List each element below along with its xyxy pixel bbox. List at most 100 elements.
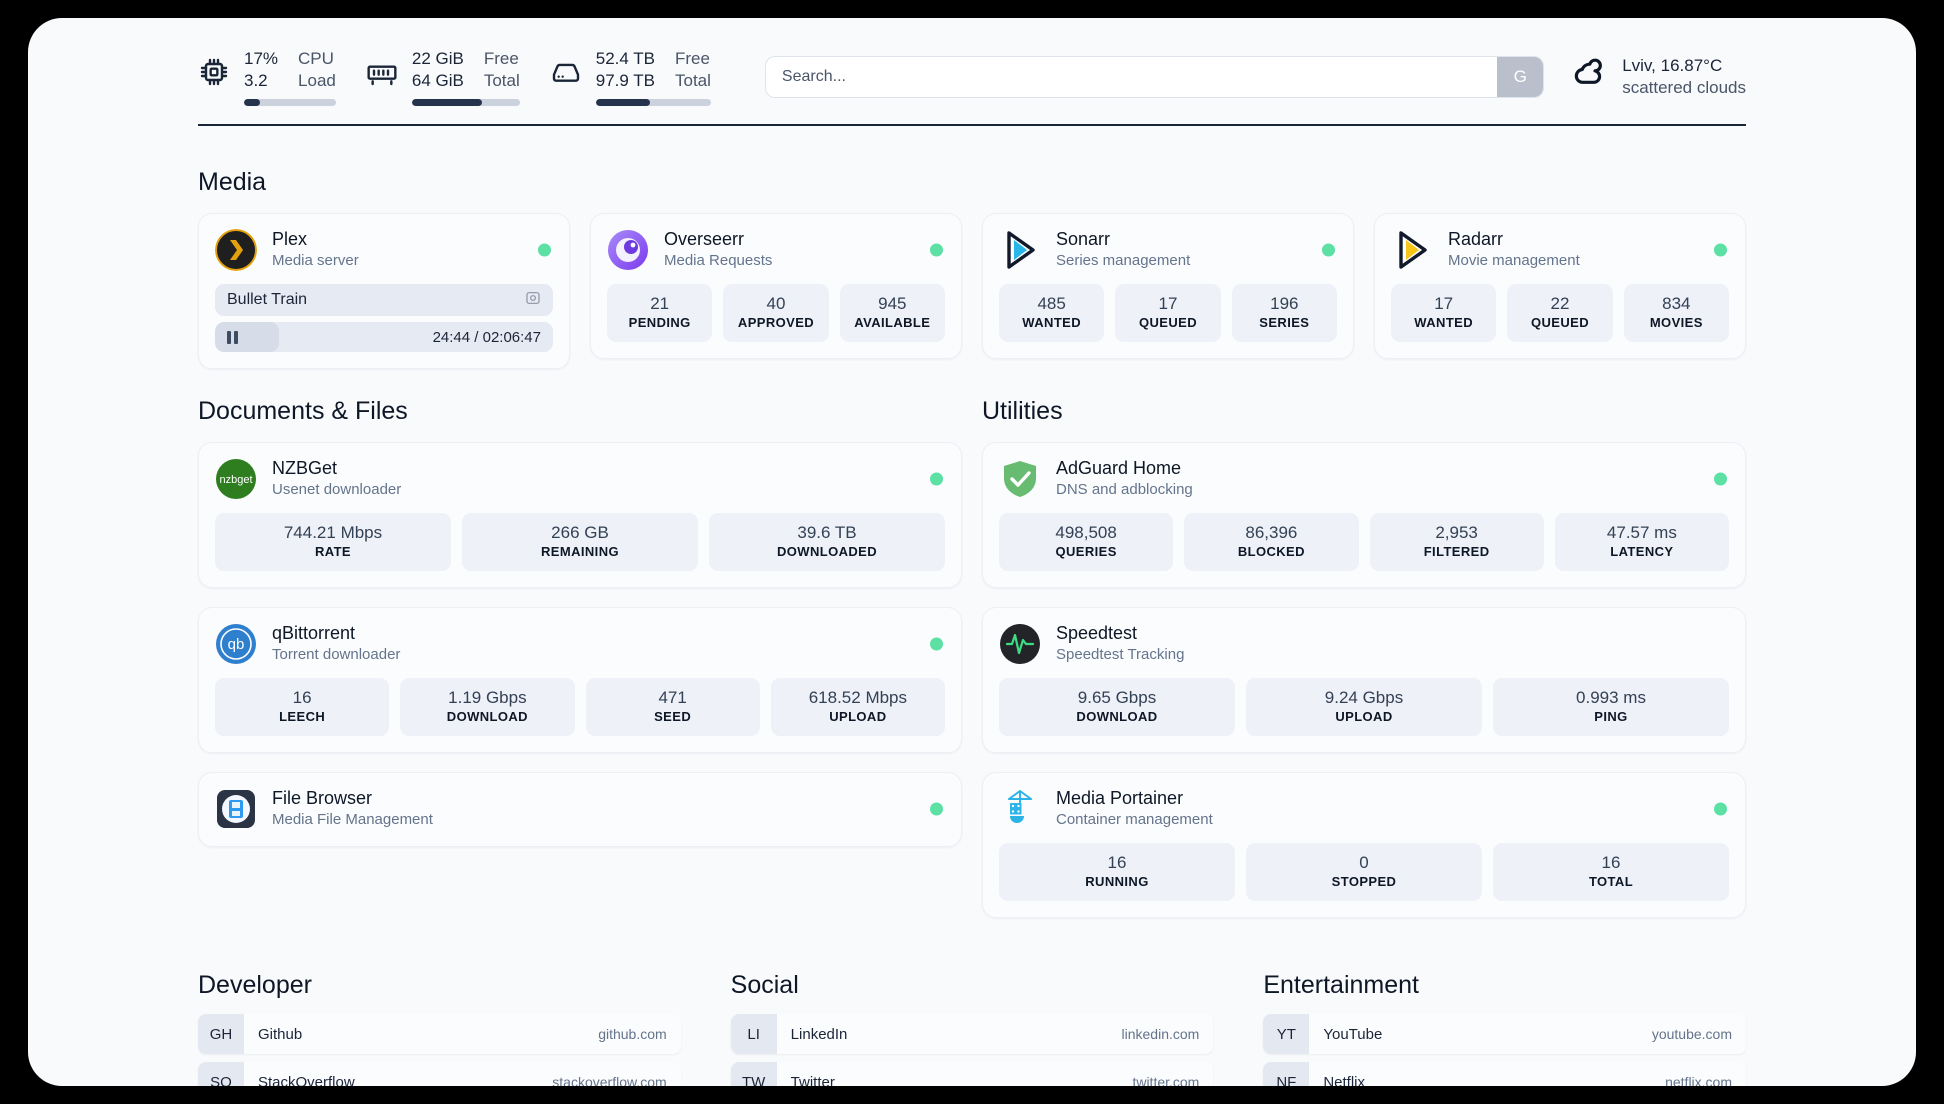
service-card-nzbget[interactable]: nzbget NZBGet Usenet downloader 744.21 M…: [198, 442, 962, 588]
service-card-qbittorrent[interactable]: qb qBittorrent Torrent downloader 16 LEE…: [198, 607, 962, 753]
status-dot-online: [930, 472, 943, 485]
service-subtitle: Movie management: [1448, 252, 1580, 269]
stat-box: 266 GB REMAINING: [462, 513, 698, 571]
stats-row: 16 RUNNING 0 STOPPED 16 TOTAL: [999, 843, 1729, 901]
search-input[interactable]: [765, 57, 1498, 97]
section-title-media: Media: [198, 168, 267, 196]
stat-value: 9.65 Gbps: [1077, 688, 1157, 707]
bookmark-badge: SO: [198, 1062, 244, 1086]
service-subtitle: Usenet downloader: [272, 481, 402, 498]
lower-columns: Documents & Files nzbget NZBGet Usenet d…: [198, 369, 1746, 937]
playback-progress-bar[interactable]: 24:44 / 02:06:47: [215, 322, 553, 352]
stat-label: MOVIES: [1649, 315, 1703, 330]
stat-label: APPROVED: [737, 315, 815, 330]
stat-label: SERIES: [1259, 315, 1310, 330]
stat-box: 40 APPROVED: [723, 284, 829, 342]
stat-box: 16 TOTAL: [1493, 843, 1729, 901]
search-bar[interactable]: G: [764, 56, 1545, 98]
disk-progress-bar: [595, 99, 711, 106]
service-card-adguard-home[interactable]: AdGuard Home DNS and adblocking 498,508 …: [982, 442, 1746, 588]
stat-box: 9.24 Gbps UPLOAD: [1246, 678, 1482, 736]
stat-value: 0: [1359, 853, 1369, 872]
service-subtitle: Media File Management: [272, 811, 433, 828]
bookmark-badge: LI: [730, 1014, 777, 1054]
cpu-icon: [198, 56, 230, 88]
bookmark-group-title: Developer: [198, 971, 312, 999]
bookmark-group-title: Entertainment: [1263, 971, 1419, 999]
now-playing-row[interactable]: Bullet Train: [215, 284, 553, 316]
ram-free: 22 GiB: [411, 49, 464, 68]
stat-label: QUEUED: [1530, 315, 1589, 330]
stat-value: 16: [1107, 853, 1127, 872]
bookmark-item[interactable]: SO StackOverflow stackoverflow.com: [198, 1062, 681, 1086]
bookmark-name: YouTube: [1323, 1025, 1383, 1043]
header-bar: 17% 3.2 CPU Load: [28, 18, 1916, 110]
stat-value: 744.21 Mbps: [283, 523, 383, 542]
cpu-percent: 17%: [244, 49, 279, 68]
stat-box: 485 WANTED: [999, 284, 1105, 342]
bookmark-group-social: Social LI LinkedIn linkedin.com TW Twitt…: [730, 971, 1214, 1086]
weather-description: scattered clouds: [1622, 78, 1746, 97]
plex-icon: [215, 228, 257, 271]
service-card-plex[interactable]: Plex Media server Bullet Train: [198, 213, 570, 369]
status-dot-online: [1714, 243, 1727, 256]
dashboard-root: 17% 3.2 CPU Load: [28, 18, 1916, 1086]
bookmark-name: StackOverflow: [258, 1073, 355, 1087]
stat-label: AVAILABLE: [854, 315, 931, 330]
column-documents: Documents & Files nzbget NZBGet Usenet d…: [198, 369, 962, 866]
stats-row: 485 WANTED 17 QUEUED 196 SERIES: [999, 284, 1337, 342]
service-name: Speedtest: [1056, 623, 1138, 643]
service-name: Media Portainer: [1056, 788, 1184, 808]
service-card-file-browser[interactable]: File Browser Media File Management: [198, 772, 962, 847]
service-card-sonarr[interactable]: Sonarr Series management 485 WANTED 17 Q…: [982, 213, 1354, 359]
search-engine-button[interactable]: G: [1497, 57, 1544, 97]
stat-value: 39.6 TB: [797, 523, 857, 542]
stat-box: 498,508 QUERIES: [999, 513, 1174, 571]
service-card-speedtest[interactable]: Speedtest Speedtest Tracking 9.65 Gbps D…: [982, 607, 1746, 753]
bookmark-item[interactable]: LI LinkedIn linkedin.com: [730, 1014, 1214, 1054]
weather-location-temp: Lviv, 16.87°C: [1622, 56, 1723, 75]
ram-label2: Total: [483, 71, 520, 90]
service-subtitle: DNS and adblocking: [1056, 481, 1193, 498]
section-title-utilities: Utilities: [982, 397, 1063, 425]
stat-label: DOWNLOAD: [446, 709, 528, 724]
stat-value: 1.19 Gbps: [448, 688, 527, 707]
stat-box: 0.993 ms PING: [1493, 678, 1729, 736]
bookmark-item[interactable]: YT YouTube youtube.com: [1263, 1014, 1747, 1054]
service-subtitle: Torrent downloader: [272, 646, 401, 663]
stat-box: 196 SERIES: [1231, 284, 1337, 342]
adguard-shield-icon: [999, 458, 1041, 500]
service-card-overseerr[interactable]: Overseerr Media Requests 21 PENDING 40 A…: [590, 213, 962, 359]
service-name: File Browser: [272, 788, 373, 808]
bookmark-item[interactable]: GH Github github.com: [198, 1014, 681, 1054]
bookmark-item[interactable]: NF Netflix netflix.com: [1263, 1062, 1747, 1086]
stat-value: 22: [1550, 294, 1570, 313]
disk-label: Free: [675, 49, 710, 68]
stat-value: 485: [1037, 294, 1066, 313]
cpu-stat-group: 17% 3.2 CPU Load: [198, 48, 336, 106]
stat-label: DOWNLOAD: [1076, 709, 1158, 724]
cast-icon[interactable]: [525, 290, 541, 311]
service-name: Overseerr: [664, 229, 745, 249]
service-name: NZBGet: [272, 458, 338, 478]
overseerr-icon: [607, 229, 649, 271]
stat-label: FILTERED: [1423, 544, 1490, 559]
disk-icon: [550, 56, 582, 88]
stat-box: 17 QUEUED: [1115, 284, 1221, 342]
stat-box: 16 LEECH: [215, 678, 390, 736]
bookmark-name: Github: [258, 1025, 303, 1043]
pause-icon[interactable]: [227, 330, 238, 344]
stats-row: 21 PENDING 40 APPROVED 945 AVAILABLE: [607, 284, 945, 342]
service-card-radarr[interactable]: Radarr Movie management 17 WANTED 22 QUE…: [1374, 213, 1746, 359]
service-name: Radarr: [1448, 229, 1504, 249]
stat-label: QUEUED: [1138, 315, 1197, 330]
status-dot-online: [930, 802, 943, 815]
service-card-media-portainer[interactable]: Media Portainer Container management 16 …: [982, 772, 1746, 918]
stat-value: 9.24 Gbps: [1324, 688, 1404, 707]
bookmark-url: youtube.com: [1651, 1026, 1733, 1042]
stats-row: 498,508 QUERIES 86,396 BLOCKED 2,953 FIL…: [999, 513, 1729, 571]
bookmark-name: LinkedIn: [790, 1025, 848, 1043]
bookmark-item[interactable]: TW Twitter twitter.com: [730, 1062, 1214, 1086]
cpu-loadavg: 3.2: [244, 71, 268, 90]
ram-total: 64 GiB: [411, 71, 464, 90]
